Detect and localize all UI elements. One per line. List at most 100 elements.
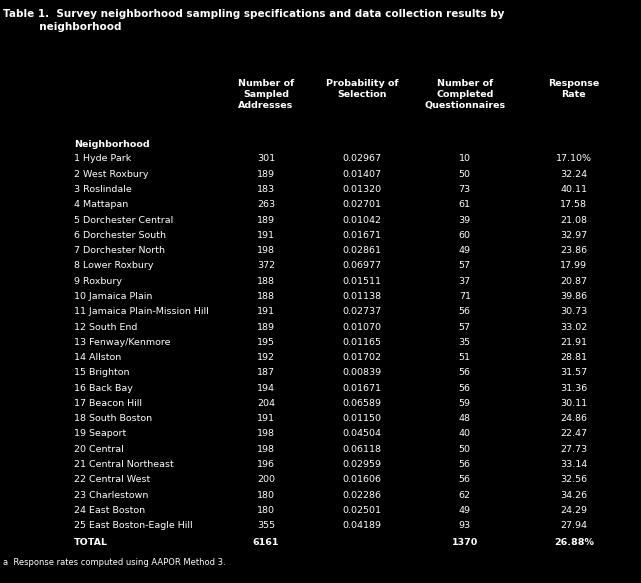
Text: 198: 198 xyxy=(257,445,275,454)
Text: 1370: 1370 xyxy=(452,538,478,547)
Text: 56: 56 xyxy=(459,384,470,392)
Text: 20.87: 20.87 xyxy=(560,277,587,286)
Text: 20 Central: 20 Central xyxy=(74,445,124,454)
Text: 26.88%: 26.88% xyxy=(554,538,594,547)
Text: 32.97: 32.97 xyxy=(560,231,587,240)
Text: 40.11: 40.11 xyxy=(560,185,587,194)
Text: 32.24: 32.24 xyxy=(560,170,587,179)
Text: 11 Jamaica Plain-Mission Hill: 11 Jamaica Plain-Mission Hill xyxy=(74,307,208,316)
Text: 0.01150: 0.01150 xyxy=(343,414,381,423)
Text: 5 Dorchester Central: 5 Dorchester Central xyxy=(74,216,173,224)
Text: 10 Jamaica Plain: 10 Jamaica Plain xyxy=(74,292,152,301)
Text: 372: 372 xyxy=(257,261,275,271)
Text: 0.01138: 0.01138 xyxy=(342,292,382,301)
Text: 189: 189 xyxy=(257,322,275,332)
Text: 93: 93 xyxy=(459,521,470,530)
Text: 49: 49 xyxy=(459,506,470,515)
Text: 21.91: 21.91 xyxy=(560,338,587,347)
Text: 0.04189: 0.04189 xyxy=(343,521,381,530)
Text: 0.04504: 0.04504 xyxy=(343,430,381,438)
Text: Neighborhood: Neighborhood xyxy=(74,140,149,149)
Text: 183: 183 xyxy=(257,185,275,194)
Text: 301: 301 xyxy=(257,154,275,163)
Text: 0.01606: 0.01606 xyxy=(343,475,381,484)
Text: 180: 180 xyxy=(257,490,275,500)
Text: 30.11: 30.11 xyxy=(560,399,587,408)
Text: 0.01042: 0.01042 xyxy=(343,216,381,224)
Text: 24.86: 24.86 xyxy=(560,414,587,423)
Text: 56: 56 xyxy=(459,307,470,316)
Text: 23 Charlestown: 23 Charlestown xyxy=(74,490,148,500)
Text: TOTAL: TOTAL xyxy=(74,538,108,547)
Text: 24 East Boston: 24 East Boston xyxy=(74,506,145,515)
Text: 0.01070: 0.01070 xyxy=(343,322,381,332)
Text: 0.01671: 0.01671 xyxy=(343,231,381,240)
Text: 30.73: 30.73 xyxy=(560,307,587,316)
Text: 27.73: 27.73 xyxy=(560,445,587,454)
Text: 60: 60 xyxy=(459,231,470,240)
Text: 189: 189 xyxy=(257,216,275,224)
Text: 17 Beacon Hill: 17 Beacon Hill xyxy=(74,399,142,408)
Text: 50: 50 xyxy=(459,445,470,454)
Text: 56: 56 xyxy=(459,368,470,377)
Text: 39.86: 39.86 xyxy=(560,292,587,301)
Text: 0.01407: 0.01407 xyxy=(343,170,381,179)
Text: 18 South Boston: 18 South Boston xyxy=(74,414,152,423)
Text: 56: 56 xyxy=(459,460,470,469)
Text: 196: 196 xyxy=(257,460,275,469)
Text: 33.02: 33.02 xyxy=(560,322,587,332)
Text: 9 Roxbury: 9 Roxbury xyxy=(74,277,122,286)
Text: 71: 71 xyxy=(459,292,470,301)
Text: 195: 195 xyxy=(257,338,275,347)
Text: 0.02861: 0.02861 xyxy=(343,246,381,255)
Text: 191: 191 xyxy=(257,414,275,423)
Text: 15 Brighton: 15 Brighton xyxy=(74,368,129,377)
Text: 13 Fenway/Kenmore: 13 Fenway/Kenmore xyxy=(74,338,171,347)
Text: 0.01511: 0.01511 xyxy=(343,277,381,286)
Text: 10: 10 xyxy=(459,154,470,163)
Text: 16 Back Bay: 16 Back Bay xyxy=(74,384,133,392)
Text: 37: 37 xyxy=(459,277,470,286)
Text: 39: 39 xyxy=(459,216,470,224)
Text: 57: 57 xyxy=(459,322,470,332)
Text: 21.08: 21.08 xyxy=(560,216,587,224)
Text: 4 Mattapan: 4 Mattapan xyxy=(74,201,128,209)
Text: 12 South End: 12 South End xyxy=(74,322,137,332)
Text: 19 Seaport: 19 Seaport xyxy=(74,430,126,438)
Text: 180: 180 xyxy=(257,506,275,515)
Text: 200: 200 xyxy=(257,475,275,484)
Text: 62: 62 xyxy=(459,490,470,500)
Text: 22 Central West: 22 Central West xyxy=(74,475,150,484)
Text: 73: 73 xyxy=(459,185,470,194)
Text: 0.06977: 0.06977 xyxy=(343,261,381,271)
Text: 0.01671: 0.01671 xyxy=(343,384,381,392)
Text: 204: 204 xyxy=(257,399,275,408)
Text: 0.01320: 0.01320 xyxy=(342,185,382,194)
Text: 34.26: 34.26 xyxy=(560,490,587,500)
Text: 31.36: 31.36 xyxy=(560,384,587,392)
Text: 23.86: 23.86 xyxy=(560,246,587,255)
Text: 187: 187 xyxy=(257,368,275,377)
Text: 0.02701: 0.02701 xyxy=(343,201,381,209)
Text: 6161: 6161 xyxy=(253,538,279,547)
Text: 355: 355 xyxy=(257,521,275,530)
Text: Probability of
Selection: Probability of Selection xyxy=(326,79,399,99)
Text: 7 Dorchester North: 7 Dorchester North xyxy=(74,246,165,255)
Text: a  Response rates computed using AAPOR Method 3.: a Response rates computed using AAPOR Me… xyxy=(3,558,226,567)
Text: 56: 56 xyxy=(459,475,470,484)
Text: 0.02286: 0.02286 xyxy=(343,490,381,500)
Text: 31.57: 31.57 xyxy=(560,368,587,377)
Text: 17.58: 17.58 xyxy=(560,201,587,209)
Text: 61: 61 xyxy=(459,201,470,209)
Text: 0.01702: 0.01702 xyxy=(343,353,381,362)
Text: 2 West Roxbury: 2 West Roxbury xyxy=(74,170,148,179)
Text: 8 Lower Roxbury: 8 Lower Roxbury xyxy=(74,261,153,271)
Text: 191: 191 xyxy=(257,231,275,240)
Text: 0.02967: 0.02967 xyxy=(343,154,381,163)
Text: 0.02501: 0.02501 xyxy=(343,506,381,515)
Text: 0.01165: 0.01165 xyxy=(343,338,381,347)
Text: 57: 57 xyxy=(459,261,470,271)
Text: 50: 50 xyxy=(459,170,470,179)
Text: Table 1.  Survey neighborhood sampling specifications and data collection result: Table 1. Survey neighborhood sampling sp… xyxy=(3,9,504,19)
Text: 51: 51 xyxy=(459,353,470,362)
